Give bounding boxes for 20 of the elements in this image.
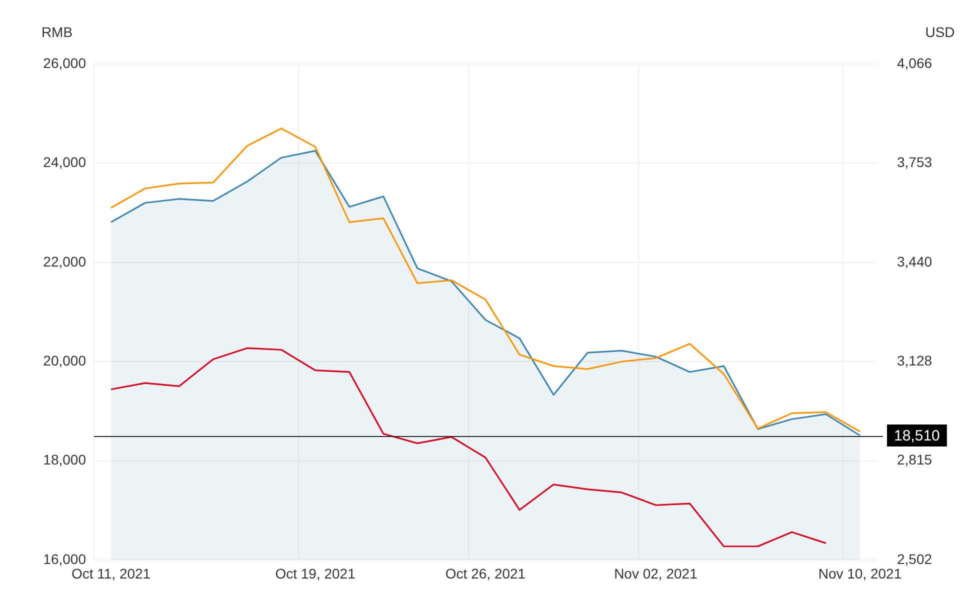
x-tick-label: Oct 26, 2021: [445, 565, 526, 582]
y-tick-label: 24,000: [43, 154, 86, 170]
y-tick-label: 22,000: [43, 253, 86, 270]
y2-tick-label: 2,502: [897, 550, 932, 567]
ref-line-label: 18,510: [894, 428, 940, 445]
y-axis-title: RMB: [41, 24, 73, 40]
y2-tick-label: 2,815: [897, 452, 932, 468]
y-tick-label: 26,000: [43, 54, 86, 71]
x-tick-label: Nov 02, 2021: [614, 565, 698, 582]
x-tick-label: Oct 11, 2021: [71, 565, 151, 582]
y2-tick-label: 3,440: [897, 253, 932, 270]
x-tick-label: Nov 10, 2021: [818, 565, 902, 582]
y-tick-label: 20,000: [43, 352, 86, 368]
y2-tick-label: 4,066: [897, 54, 932, 71]
y-tick-label: 16,000: [43, 550, 86, 567]
y2-axis-title: USD: [925, 24, 955, 40]
y2-tick-label: 3,753: [897, 154, 932, 170]
x-tick-label: Oct 19, 2021: [275, 565, 356, 582]
y-tick-label: 18,000: [43, 452, 86, 468]
y2-tick-label: 3,128: [897, 352, 932, 368]
